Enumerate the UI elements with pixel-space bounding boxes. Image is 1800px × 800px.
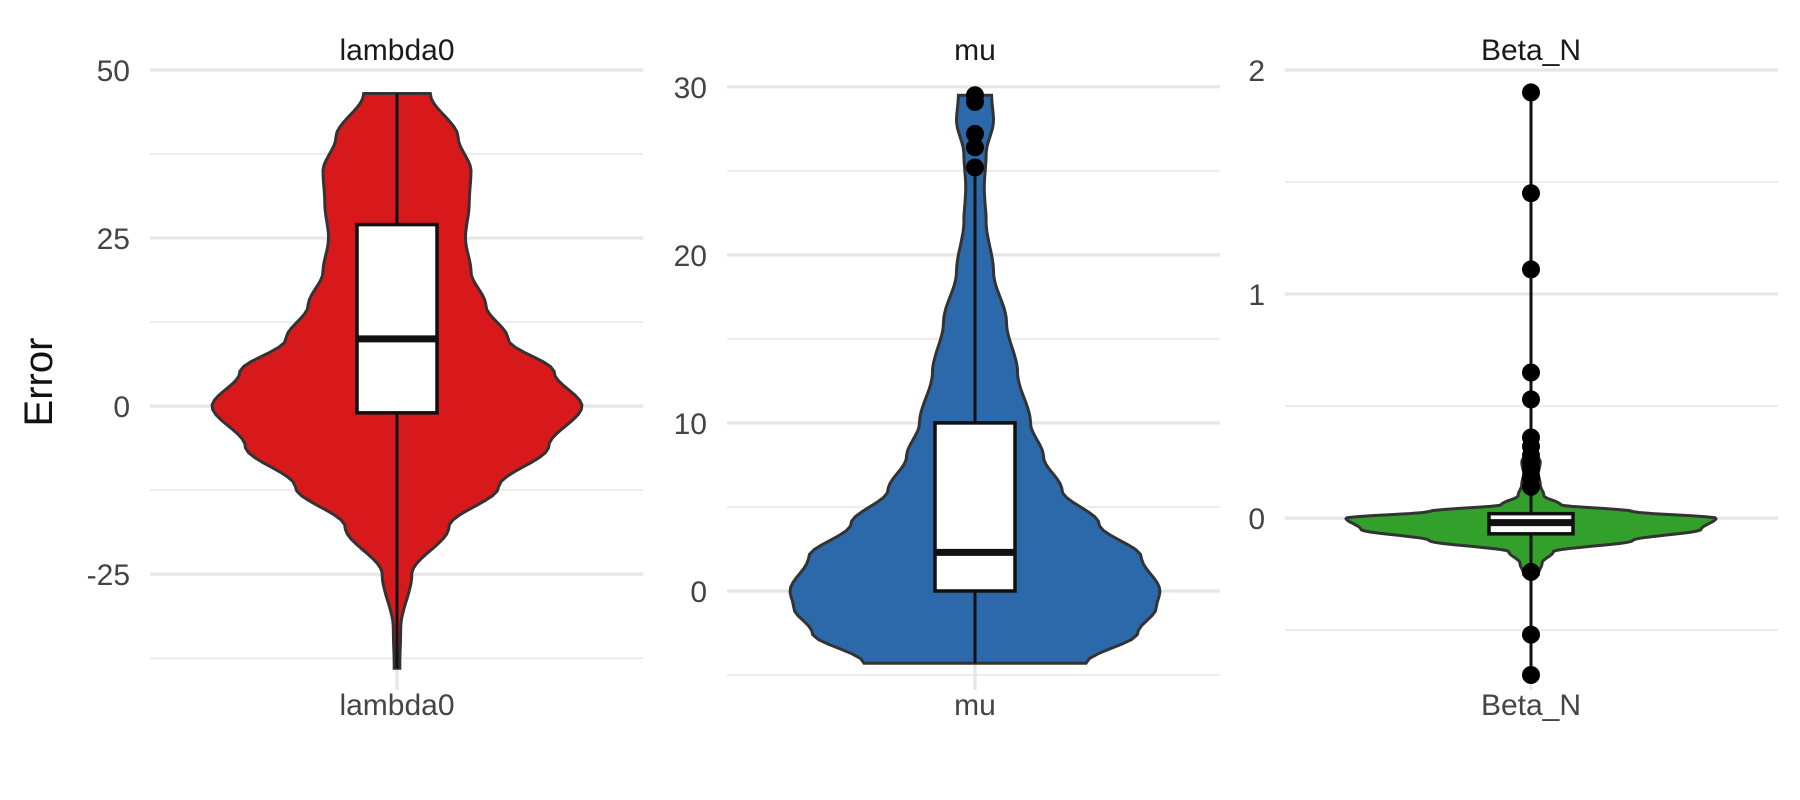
- y-tick-label: 30: [674, 72, 707, 105]
- panel-3: 2 1 0 Beta_N Beta_N: [1248, 34, 1778, 722]
- y-tick-label: 1: [1248, 279, 1265, 312]
- y-tick-label: -25: [87, 559, 130, 592]
- iqr-box: [933, 421, 1017, 593]
- panel-1: 50 25 0 -25 lambda0 lambda0: [87, 34, 643, 722]
- facet-panels: 50250-25lambda0lambda03020100mumu210Beta…: [87, 34, 1778, 722]
- outlier-point: [1522, 83, 1540, 102]
- outlier-point: [966, 138, 984, 157]
- outlier-point: [1522, 562, 1540, 581]
- facet-title: lambda0: [339, 34, 454, 67]
- y-tick-label: 2: [1248, 55, 1265, 88]
- outlier-point: [1522, 363, 1540, 382]
- iqr-box: [355, 222, 439, 415]
- facet-title: mu: [954, 34, 996, 67]
- panel-2: 30 20 10 0 mu mu: [674, 34, 1220, 722]
- y-tick-label: 10: [674, 408, 707, 441]
- x-tick-label: mu: [954, 689, 996, 722]
- x-tick-label: lambda0: [339, 689, 454, 722]
- x-tick-label: Beta_N: [1481, 689, 1581, 722]
- outlier-point: [1522, 625, 1540, 644]
- outlier-point: [966, 86, 984, 105]
- outlier-point: [1522, 260, 1540, 279]
- facet-title: Beta_N: [1481, 34, 1581, 67]
- y-tick-label: 0: [1248, 503, 1265, 536]
- y-tick-label: 0: [690, 576, 707, 609]
- y-tick-label: 50: [97, 55, 130, 88]
- outlier-point: [1522, 184, 1540, 203]
- outlier-point: [1522, 666, 1540, 684]
- outlier-point: [966, 124, 984, 143]
- y-tick-label: 20: [674, 240, 707, 273]
- outlier-point: [1522, 390, 1540, 409]
- y-tick-label: 0: [113, 391, 130, 424]
- y-axis-title: Error: [17, 338, 61, 427]
- y-tick-label: 25: [97, 223, 130, 256]
- outlier-point: [966, 158, 984, 177]
- outlier-point: [1522, 477, 1540, 496]
